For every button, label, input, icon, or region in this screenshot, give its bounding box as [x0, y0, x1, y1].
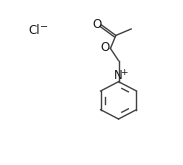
Text: N: N	[114, 69, 123, 82]
Text: −: −	[40, 22, 48, 32]
Text: Cl: Cl	[28, 24, 40, 37]
Text: O: O	[101, 41, 110, 54]
Text: +: +	[121, 68, 128, 77]
Text: O: O	[92, 18, 101, 31]
